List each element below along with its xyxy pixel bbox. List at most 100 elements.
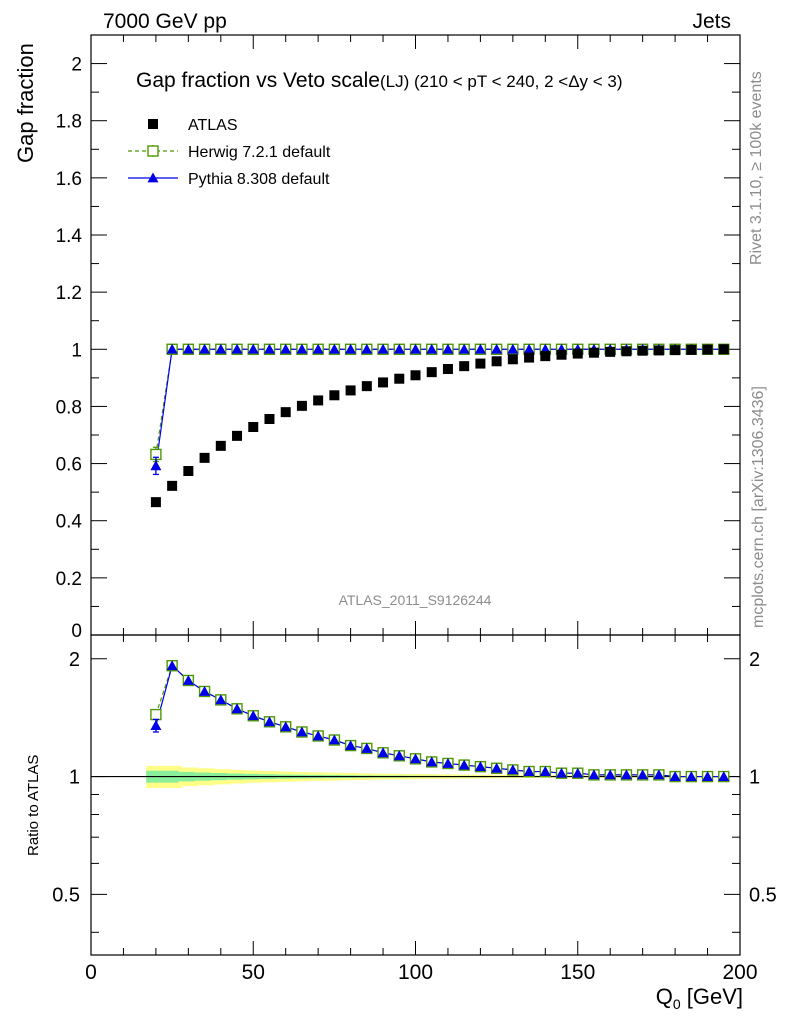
atlas-point [507,354,518,365]
atlas-point [345,385,356,396]
atlas-point [296,400,307,411]
pythia-point [393,343,405,354]
main-y-tick-label: 0.6 [56,455,82,476]
x-axis-title-subscript: 0 [673,996,681,1012]
pythia-ratio-point [653,769,665,780]
atlas-point [394,373,405,384]
ratio-y-tick-label: 1 [69,767,80,789]
ratio-y-axis-title: Ratio to ATLAS [25,755,42,856]
main-y-tick-label: 0.8 [56,397,82,418]
pythia-ratio-point [685,771,697,781]
atlas-point [524,352,535,363]
atlas-point [248,422,259,432]
atlas-point [491,356,502,367]
pythia-point [312,343,324,354]
herwig-ratio-point [150,708,162,721]
ratio-y-tick-label-right: 2 [749,649,760,671]
atlas-point [426,367,437,378]
atlas-point [215,440,226,451]
ratio-y-tick-label: 0.5 [52,884,80,906]
pythia-ratio-point [523,766,535,776]
main-y-tick-label: 0.2 [56,569,82,590]
atlas-point [459,361,470,372]
x-tick-label: 200 [722,961,757,984]
pythia-ratio-point [312,730,324,741]
main-y-tick-label: 1.4 [56,226,83,247]
pythia-ratio-point [669,771,681,781]
atlas-point [183,466,194,476]
pythia-point [491,343,503,354]
header-category-label: Jets [692,10,731,33]
pythia-point [377,343,389,354]
pythia-ratio-point [328,734,340,745]
header-energy-label: 7000 GeV pp [103,10,227,33]
pythia-point [296,343,308,354]
pythia-ratio-point [182,674,194,685]
pythia-ratio-point [215,694,227,705]
legend-pythia-marker [147,172,159,183]
atlas-point [621,346,632,357]
atlas-point [475,358,486,369]
atlas-point [442,364,453,374]
pythia-ratio-point [280,721,292,732]
pythia-point [166,343,178,354]
atlas-point [605,346,616,357]
analysis-watermark: ATLAS_2011_S9126244 [339,592,492,608]
atlas-point [232,430,243,441]
atlas-point [686,344,697,355]
pythia-ratio-point [588,769,600,780]
pythia-ratio-line [155,664,724,778]
atlas-point [670,345,681,356]
pythia-ratio-point [507,764,519,775]
pythia-ratio-point [572,767,584,778]
pythia-point [426,343,438,354]
pythia-point [328,343,340,354]
pythia-point [410,343,421,354]
pythia-point [199,343,211,354]
pythia-point [182,343,194,354]
x-tick-label: 0 [85,961,97,984]
chart-title-main: Gap fraction vs Veto scale [136,69,380,92]
main-y-tick-label: 1.2 [56,283,82,304]
ratio-y-tick-label-right: 1 [749,767,760,789]
atlas-point [653,345,664,356]
pythia-point [442,343,454,354]
pythia-point [247,343,259,354]
x-axis-title: Q0 [GeV] [656,984,743,1012]
pythia-point [507,343,519,354]
pythia-ratio-point [556,767,568,778]
pythia-ratio-point [442,757,454,768]
pythia-point [523,343,535,354]
legend-label: Pythia 8.308 default [188,171,330,188]
pythia-ratio-point [491,762,503,773]
legend-label: Herwig 7.2.1 default [188,144,331,161]
pythia-ratio-point [426,756,438,767]
pythia-ratio-point [150,720,162,730]
legend: ATLAS Herwig 7.2.1 default Pythia 8.308 de… [128,117,331,188]
atlas-point [637,345,648,356]
x-axis-title-symbol: Q [656,984,673,1009]
atlas-point [150,497,161,508]
pythia-ratio-point [393,750,405,761]
pythia-ratio-point [247,710,259,721]
pythia-ratio-point [458,759,470,770]
x-tick-label: 100 [398,961,433,984]
pythia-ratio-point [263,716,275,727]
atlas-point [556,349,567,360]
x-axis-title-unit: [GeV] [681,984,743,1009]
atlas-point [540,351,551,362]
pythia-ratio-point [361,742,373,753]
atlas-point [264,414,275,424]
x-tick-label: 50 [242,961,265,984]
pythia-ratio-point [474,761,486,772]
main-y-tick-label: 1.6 [56,169,82,190]
atlas-point [378,377,389,388]
ratio-panel: 0 50 100 150 200 0.5 0.5 1 1 2 2 [52,634,777,984]
pythia-ratio-point [231,703,243,714]
pythia-ratio-point [166,660,178,671]
pythia-point [474,343,486,354]
pythia-point [215,343,227,354]
atlas-point [167,480,178,491]
atlas-point [410,370,421,381]
atlas-point [313,395,324,406]
